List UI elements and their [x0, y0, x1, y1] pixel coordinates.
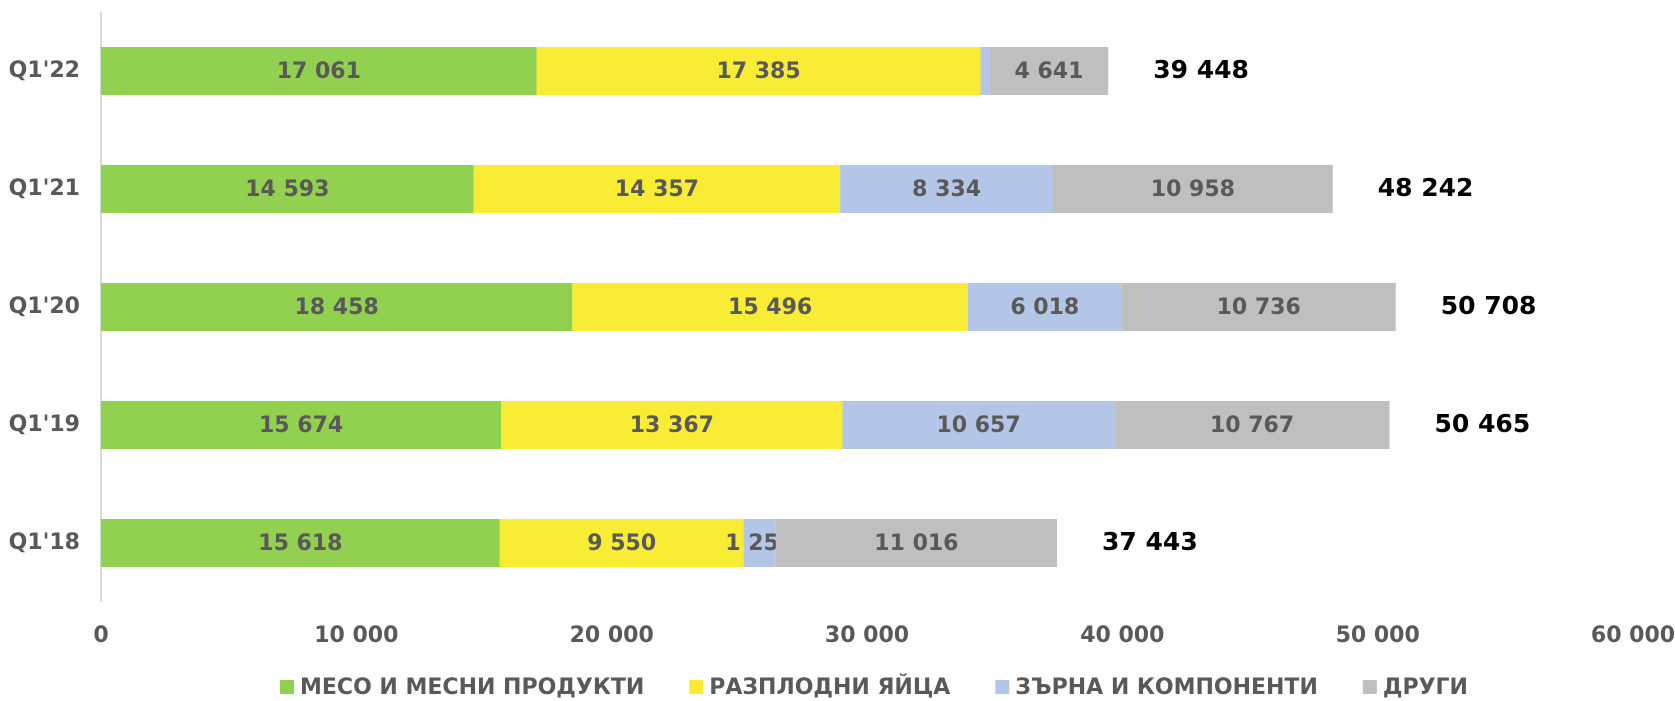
bar-segment — [980, 47, 990, 95]
legend-label: ЗЪРНА И КОМПОНЕНТИ — [1015, 675, 1318, 700]
y-tick-label: Q1'18 — [9, 530, 80, 555]
bar-segment — [101, 519, 500, 567]
value-label: 14 357 — [615, 177, 699, 202]
value-label: 11 016 — [874, 531, 958, 556]
x-tick-label: 40 000 — [1080, 623, 1164, 648]
x-tick-label: 20 000 — [570, 623, 654, 648]
x-tick-label: 0 — [93, 623, 108, 648]
value-label: 18 458 — [295, 295, 379, 320]
y-tick-label: Q1'21 — [9, 176, 80, 201]
value-label: 14 593 — [245, 177, 329, 202]
bar-segment — [1114, 401, 1390, 449]
value-label: 10 958 — [1151, 177, 1235, 202]
bar-segment — [499, 519, 744, 567]
total-label: 50 708 — [1441, 291, 1537, 320]
bar-segment — [572, 283, 968, 331]
x-tick-label: 30 000 — [825, 623, 909, 648]
legend-swatch — [689, 680, 704, 694]
legend-swatch — [1362, 680, 1377, 694]
bar-segment — [743, 519, 776, 567]
legend-label: РАЗПЛОДНИ ЯЙЦА — [709, 674, 950, 700]
y-tick-label: Q1'22 — [9, 58, 80, 83]
bar-segment — [101, 47, 537, 95]
value-label: 6 018 — [1010, 295, 1079, 320]
value-label: 9 550 — [587, 531, 656, 556]
bar-segment — [101, 283, 573, 331]
x-tick-label: 60 000 — [1591, 623, 1675, 648]
bar-segment — [101, 165, 474, 213]
bar-segment — [536, 47, 981, 95]
x-tick-label: 10 000 — [314, 623, 398, 648]
y-tick-label: Q1'19 — [9, 412, 80, 437]
bar-segment — [1121, 283, 1396, 331]
bar-segment — [501, 401, 843, 449]
legend-label: ДРУГИ — [1383, 675, 1468, 700]
value-label: 8 334 — [912, 177, 981, 202]
bar-segment — [967, 283, 1122, 331]
value-label: 4 641 — [1015, 59, 1084, 84]
bar-segment — [842, 401, 1115, 449]
value-label: 15 618 — [258, 531, 342, 556]
legend-swatch — [995, 680, 1010, 694]
value-label: 13 367 — [630, 413, 714, 438]
bar-segment — [840, 165, 1053, 213]
value-label: 17 061 — [277, 59, 361, 84]
total-label: 39 448 — [1153, 55, 1249, 84]
bar-segment — [989, 47, 1109, 95]
value-label: 17 385 — [716, 59, 800, 84]
value-label: 10 736 — [1217, 295, 1301, 320]
legend-label: МЕСО И МЕСНИ ПРОДУКТИ — [300, 675, 644, 700]
value-label: 15 496 — [728, 295, 812, 320]
total-label: 48 242 — [1378, 173, 1474, 202]
total-label: 50 465 — [1435, 409, 1531, 438]
bar-segment — [775, 519, 1058, 567]
value-label: 10 657 — [936, 413, 1020, 438]
bar-segment — [473, 165, 841, 213]
bar-segment — [1052, 165, 1333, 213]
bar-segment — [101, 401, 502, 449]
total-label: 37 443 — [1102, 527, 1198, 556]
legend-swatch — [280, 680, 294, 694]
value-label: 10 767 — [1210, 413, 1294, 438]
x-tick-label: 50 000 — [1336, 623, 1420, 648]
y-tick-label: Q1'20 — [9, 294, 80, 319]
value-label: 15 674 — [259, 413, 343, 438]
